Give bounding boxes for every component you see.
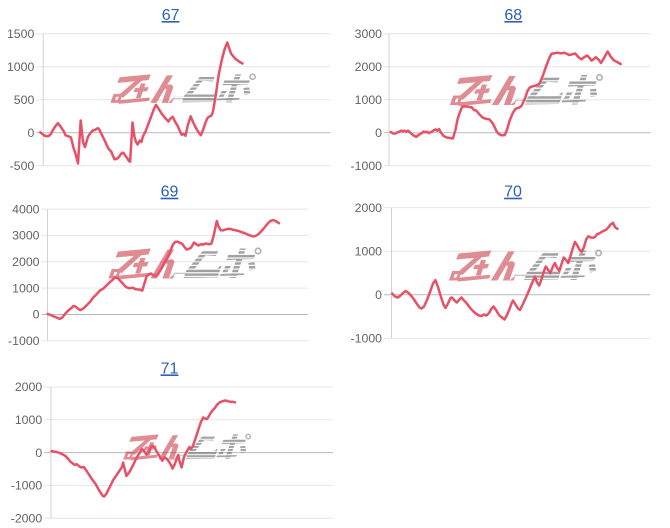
svg-text:-2000: -2000 — [11, 511, 43, 525]
svg-text:2000: 2000 — [15, 380, 43, 394]
svg-text:-500: -500 — [10, 159, 35, 173]
svg-text:3000: 3000 — [12, 229, 40, 243]
svg-text:68: 68 — [504, 7, 522, 24]
svg-text:1000: 1000 — [12, 281, 40, 295]
svg-text:67: 67 — [162, 7, 180, 24]
svg-text:70: 70 — [504, 184, 522, 201]
svg-text:0: 0 — [33, 308, 40, 322]
svg-text:71: 71 — [161, 360, 179, 377]
svg-text:2000: 2000 — [12, 255, 40, 269]
svg-text:1000: 1000 — [355, 93, 383, 107]
svg-text:1000: 1000 — [7, 60, 35, 74]
svg-text:-1000: -1000 — [351, 159, 383, 173]
svg-text:500: 500 — [14, 93, 35, 107]
svg-text:-1000: -1000 — [8, 334, 40, 348]
svg-text:0: 0 — [35, 446, 42, 460]
svg-text:-1000: -1000 — [11, 479, 43, 493]
svg-text:2000: 2000 — [355, 60, 383, 74]
svg-text:3000: 3000 — [355, 27, 383, 41]
svg-text:2000: 2000 — [355, 201, 383, 215]
svg-text:0: 0 — [375, 126, 382, 140]
svg-text:0: 0 — [27, 126, 34, 140]
svg-text:69: 69 — [161, 184, 179, 201]
svg-text:1000: 1000 — [15, 413, 43, 427]
svg-text:1000: 1000 — [355, 244, 383, 258]
svg-text:-1000: -1000 — [351, 332, 383, 346]
svg-text:0: 0 — [375, 288, 382, 302]
svg-text:1500: 1500 — [7, 27, 35, 41]
svg-text:4000: 4000 — [12, 202, 40, 216]
